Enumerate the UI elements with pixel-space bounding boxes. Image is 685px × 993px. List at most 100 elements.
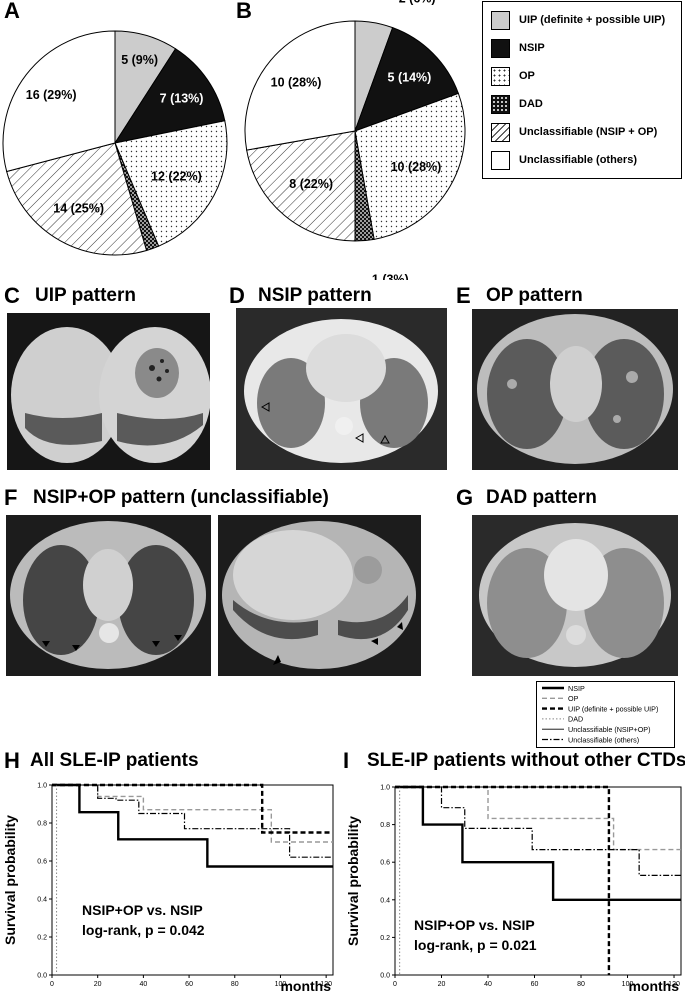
pie-legend-swatch	[491, 150, 510, 170]
panel-letter-f: F	[4, 485, 18, 510]
km-i-annotation: NSIP+OP vs. NSIP	[414, 917, 535, 933]
pie-chart-b: 2 (6%) 5 (14%) 10 (28%) 1 (3%) 8 (22%) 10 (28…	[244, 0, 466, 280]
pie-b-label-0: 2 (6%)	[399, 0, 436, 5]
survival-chart-i: 0.0 0.2 0.4 0.6 0.8 1.0 0 20 40 60 80 100 120 Surviva…	[345, 785, 682, 993]
panel-letter-e: E	[456, 283, 471, 308]
pie-legend-swatch	[491, 10, 510, 30]
pie-legend-item: NSIP	[491, 37, 545, 59]
pie-a-label-3: 1 (2%)	[182, 279, 219, 280]
pie-legend-swatch	[491, 66, 510, 86]
panel-letter-d: D	[229, 283, 245, 308]
pie-a-slice-4	[6, 142, 148, 256]
km-i-ytick-label: 0.4	[380, 897, 390, 904]
km-h-ytick-label: 0.6	[37, 859, 47, 866]
pie-a-label-0: 5 (9%)	[121, 53, 158, 67]
km-h-xtick-label: 120	[320, 981, 332, 988]
pie-a-label-4: 14 (25%)	[53, 201, 104, 215]
km-i-series-0	[395, 785, 681, 902]
pie-b-label-2: 10 (28%)	[391, 160, 442, 174]
km-h-ytick-label: 0.4	[37, 897, 47, 904]
survival-legend-label: Unclassifiable (others)	[568, 735, 639, 744]
km-i-xtick-label: 60	[531, 981, 539, 988]
survival-legend-label: OP	[568, 694, 579, 703]
pie-b-slice-1	[354, 26, 460, 132]
km-h-ytick-label: 0.0	[37, 973, 47, 980]
km-h-annotation: NSIP+OP vs. NSIP	[82, 902, 203, 918]
pie-b-slice-2	[354, 92, 466, 240]
pie-legend-item: DAD	[491, 93, 543, 115]
km-h-series-5	[52, 784, 333, 858]
km-h-xtick-label: 20	[94, 981, 102, 988]
km-i-xlabel: months	[628, 978, 679, 993]
survival-chart-h: 0.0 0.2 0.4 0.6 0.8 1.0 0 20 40 60 80 100 120 Surviva…	[2, 783, 334, 993]
panel-title-f: NSIP+OP pattern (unclassifiable)	[33, 487, 329, 508]
pie-a-label-1: 7 (13%)	[160, 91, 204, 105]
survival-legend-label: UIP (definite + possible UIP)	[568, 704, 658, 713]
km-h-series-2	[52, 783, 333, 834]
survival-legend-label: Unclassifiable (NSIP+OP)	[568, 725, 650, 734]
km-i-xtick-label: 20	[438, 981, 446, 988]
km-h-ytick-label: 1.0	[37, 783, 47, 790]
pie-a-label-2: 12 (22%)	[151, 169, 202, 183]
pie-b-label-3: 1 (3%)	[372, 272, 409, 280]
km-h-xlabel: months	[280, 978, 331, 993]
km-i-ylabel: Survival probability	[345, 816, 361, 946]
panel-title-e: OP pattern	[486, 285, 583, 306]
km-i-xtick-label: 100	[622, 981, 634, 988]
km-h-xtick-label: 0	[50, 981, 54, 988]
pie-legend-item: Unclassifiable (others)	[491, 149, 637, 171]
km-h-xtick-label: 80	[231, 981, 239, 988]
km-i-ytick-label: 0.0	[380, 973, 390, 980]
km-h-axes-frame	[51, 784, 334, 976]
km-h-ylabel: Survival probability	[2, 815, 18, 945]
panel-title-c: UIP pattern	[35, 285, 137, 306]
panel-letter-h: H	[4, 748, 20, 773]
km-i-annotation: log-rank, p = 0.021	[414, 937, 537, 953]
km-h-annotation: log-rank, p = 0.042	[82, 922, 205, 938]
km-i-ytick-label: 0.2	[380, 935, 390, 942]
pie-legend-item: Unclassifiable (NSIP + OP)	[491, 121, 657, 143]
pie-legend-label: OP	[519, 70, 535, 82]
pie-a-slice-1	[113, 48, 226, 144]
pie-chart-a: 5 (9%) 7 (13%) 12 (22%) 1 (2%) 14 (25%) 16 (2…	[2, 30, 228, 280]
pie-legend-swatch	[491, 122, 510, 142]
pie-a-slice-5	[2, 30, 116, 173]
pie-legend-swatch	[491, 94, 510, 114]
km-h-series-1	[52, 784, 333, 843]
km-i-ytick-label: 0.8	[380, 822, 390, 829]
survival-legend: NSIP OP UIP (definite + possible UIP) DAD Un…	[536, 681, 675, 748]
pie-legend-label: DAD	[519, 98, 543, 110]
km-h-series-0	[52, 783, 333, 868]
km-i-xtick-label: 120	[668, 981, 680, 988]
pie-a-slice-2	[114, 120, 228, 247]
km-h-xtick-label: 60	[185, 981, 193, 988]
panel-title-h: All SLE-IP patients	[30, 750, 199, 771]
km-i-xtick-label: 40	[484, 981, 492, 988]
km-i-ytick-label: 1.0	[380, 785, 390, 792]
panel-title-g: DAD pattern	[486, 487, 597, 508]
km-h-xtick-label: 100	[275, 981, 287, 988]
panel-title-d: NSIP pattern	[258, 285, 372, 306]
ct-image-nsip-op-1	[6, 515, 211, 676]
survival-legend-label: NSIP	[568, 684, 585, 693]
pie-b-slice-4	[246, 130, 356, 242]
panel-letter-g: G	[456, 485, 474, 510]
km-i-series-5	[395, 786, 681, 876]
pie-b-label-4: 8 (22%)	[289, 177, 333, 191]
panel-letter-a: A	[4, 0, 20, 23]
ct-image-op	[472, 309, 678, 470]
pie-charts: 5 (9%) 7 (13%) 12 (22%) 1 (2%) 14 (25%) 16 (2…	[2, 0, 466, 280]
panel-letter-c: C	[4, 283, 20, 308]
pie-legend-label: Unclassifiable (NSIP + OP)	[519, 126, 658, 138]
pie-legend-label: Unclassifiable (others)	[519, 154, 637, 166]
km-i-series-2	[395, 785, 611, 975]
km-i-series-1	[395, 786, 681, 851]
ct-image-dad	[472, 515, 678, 676]
ct-image-nsip	[236, 308, 447, 470]
ct-image-uip	[7, 313, 210, 470]
panel-letter-i: I	[343, 748, 350, 773]
pie-legend-swatch	[491, 38, 510, 58]
km-h-ytick-label: 0.2	[37, 935, 47, 942]
pie-legend: UIP (definite + possible UIP) NSIP OP DAD Un…	[482, 1, 682, 179]
